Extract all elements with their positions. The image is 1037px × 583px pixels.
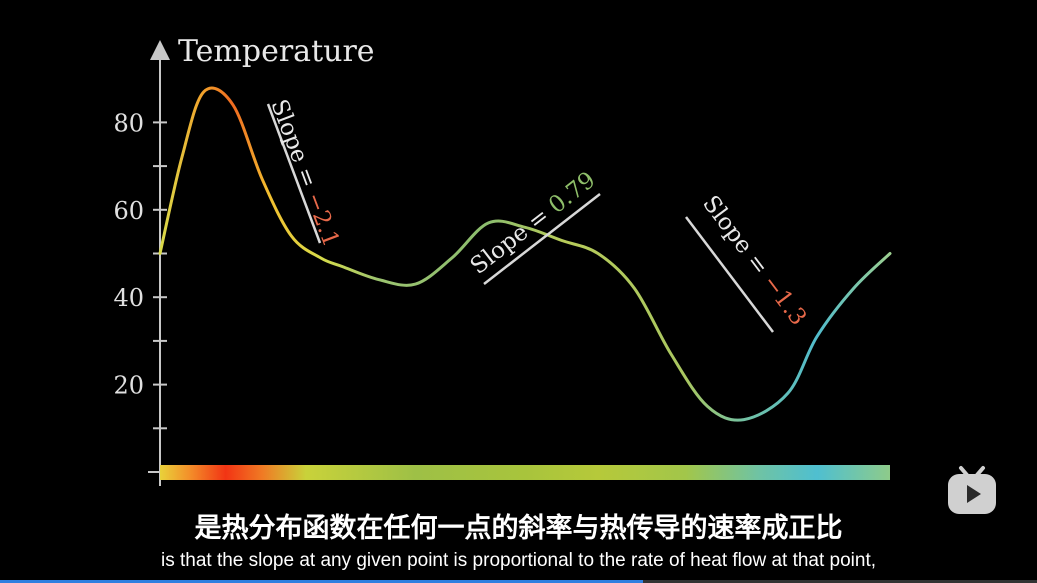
y-axis-label: Temperature: [178, 34, 375, 69]
y-tick-label: 20: [113, 372, 144, 400]
tangent-line-1: [266, 103, 322, 244]
bilibili-tv-icon[interactable]: [944, 462, 1000, 518]
tangent-line-2: [483, 193, 601, 285]
y-tick-label: 60: [113, 197, 144, 225]
video-progress-bar[interactable]: [0, 580, 1037, 583]
slope-value-1: −2.1: [300, 189, 344, 250]
subtitle-english: is that the slope at any given point is …: [160, 550, 877, 571]
y-tick-label: 40: [113, 284, 144, 312]
y-axis-arrow-icon: [150, 40, 170, 60]
slope-label-1: Slope = −2.1: [265, 96, 344, 250]
slope-label-3: Slope = −1.3: [697, 191, 811, 330]
subtitle-chinese: 是热分布函数在任何一点的斜率与热传导的速率成正比: [194, 513, 843, 544]
tangent-line-3: [685, 216, 774, 333]
video-progress-fill: [0, 580, 643, 583]
heat-distribution-bar: [160, 465, 890, 480]
temperature-curve: [158, 86, 892, 422]
y-tick-label: 80: [113, 109, 144, 137]
